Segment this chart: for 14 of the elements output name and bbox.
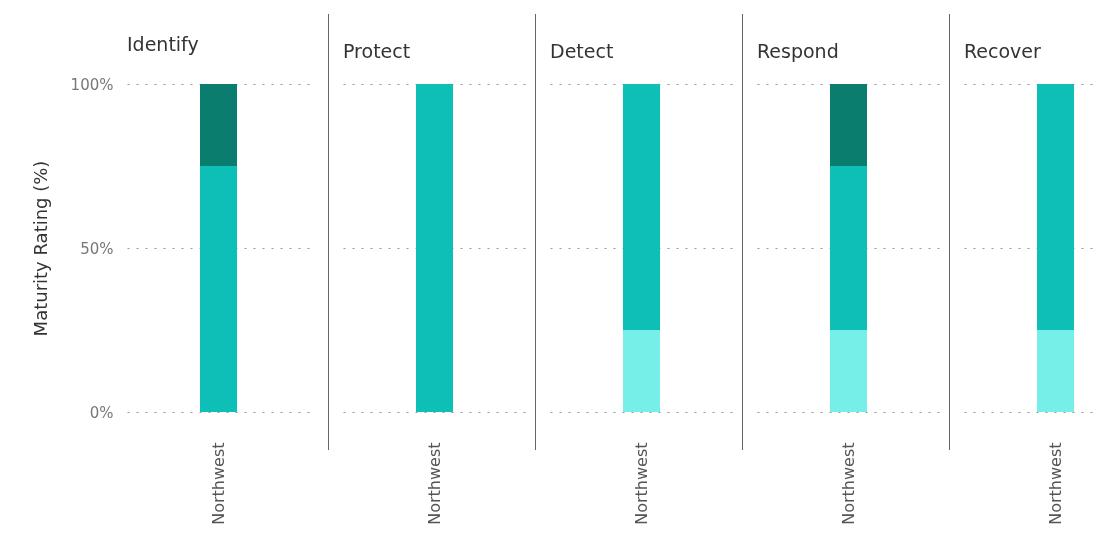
- y-tick-label: 100%: [70, 75, 114, 94]
- x-tick-label: Northwest: [631, 442, 651, 525]
- y-tick-label: 0%: [89, 403, 114, 422]
- x-tick-label: Northwest: [208, 442, 228, 525]
- y-axis-title: Maturity Rating (%): [29, 160, 51, 337]
- x-tick-label: Northwest: [1045, 442, 1065, 525]
- chart-title: Identify: [127, 33, 199, 55]
- chart-title: Detect: [550, 40, 614, 62]
- x-tick-label: Northwest: [838, 442, 858, 525]
- chart-title: Recover: [964, 40, 1042, 62]
- y-tick-label: 50%: [80, 239, 114, 258]
- chart-title: Respond: [757, 40, 839, 62]
- x-tick-label: Northwest: [424, 442, 444, 525]
- chart-title: Protect: [343, 40, 411, 62]
